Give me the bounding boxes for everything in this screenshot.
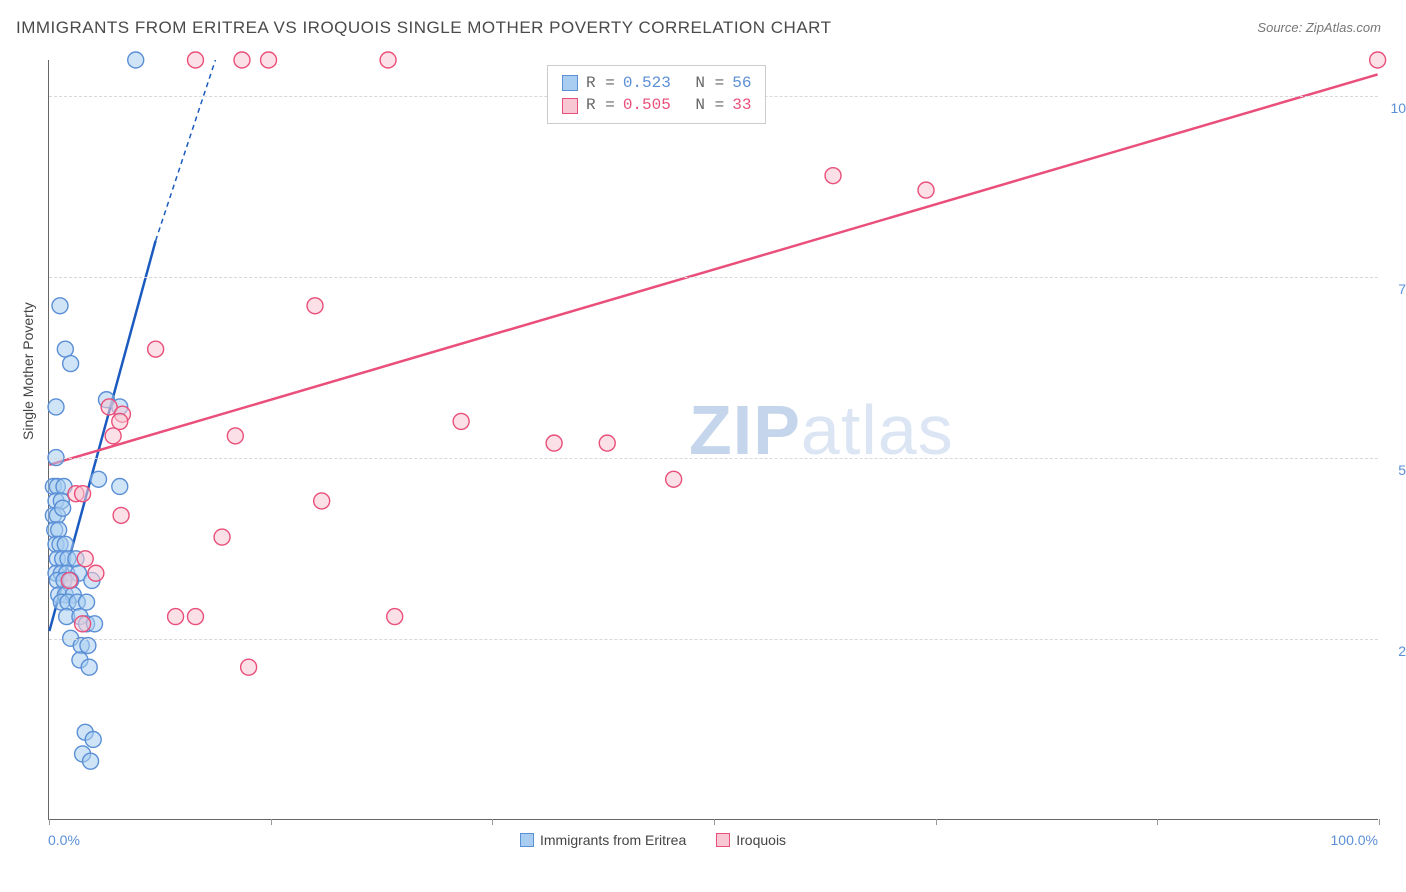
legend-swatch [716, 833, 730, 847]
data-point[interactable] [105, 428, 121, 444]
data-point[interactable] [88, 565, 104, 581]
data-point[interactable] [227, 428, 243, 444]
data-point[interactable] [187, 609, 203, 625]
stats-r-value: 0.523 [623, 72, 678, 94]
data-point[interactable] [91, 471, 107, 487]
x-minor-tick [492, 819, 493, 825]
x-minor-tick [1157, 819, 1158, 825]
data-point[interactable] [387, 609, 403, 625]
stats-row: R = 0.523 N = 56 [562, 72, 751, 94]
data-point[interactable] [380, 52, 396, 68]
data-point[interactable] [112, 413, 128, 429]
stats-box: R = 0.523 N = 56 R = 0.505 N = 33 [547, 65, 766, 124]
data-point[interactable] [52, 298, 68, 314]
gridline [49, 639, 1378, 640]
data-point[interactable] [61, 572, 77, 588]
gridline [49, 458, 1378, 459]
data-point[interactable] [241, 659, 257, 675]
legend-label: Iroquois [736, 832, 786, 848]
y-tick-label: 50.0% [1383, 462, 1406, 478]
data-point[interactable] [214, 529, 230, 545]
trend-line [49, 74, 1377, 464]
data-point[interactable] [666, 471, 682, 487]
x-minor-tick [936, 819, 937, 825]
stats-n-label: N = [686, 94, 724, 116]
data-point[interactable] [599, 435, 615, 451]
data-point[interactable] [148, 341, 164, 357]
data-point[interactable] [128, 52, 144, 68]
data-point[interactable] [63, 356, 79, 372]
x-tick-right: 100.0% [1331, 832, 1378, 848]
data-point[interactable] [79, 594, 95, 610]
chart-title: IMMIGRANTS FROM ERITREA VS IROQUOIS SING… [16, 18, 832, 38]
data-point[interactable] [48, 399, 64, 415]
data-point[interactable] [85, 731, 101, 747]
data-point[interactable] [261, 52, 277, 68]
chart-svg [49, 60, 1378, 819]
y-axis-label: Single Mother Poverty [20, 302, 36, 440]
data-point[interactable] [51, 522, 67, 538]
source-label: Source: [1257, 20, 1302, 35]
legend-item[interactable]: Iroquois [716, 832, 786, 848]
stats-r-label: R = [586, 72, 615, 94]
data-point[interactable] [81, 659, 97, 675]
data-point[interactable] [314, 493, 330, 509]
data-point[interactable] [113, 507, 129, 523]
data-point[interactable] [75, 616, 91, 632]
data-point[interactable] [1370, 52, 1386, 68]
stats-swatch [562, 75, 578, 91]
data-point[interactable] [57, 536, 73, 552]
stats-r-value: 0.505 [623, 94, 678, 116]
gridline [49, 277, 1378, 278]
plot-area: ZIPatlas 25.0%50.0%75.0%100.0% [48, 60, 1378, 820]
legend-swatch [520, 833, 534, 847]
x-tick-left: 0.0% [48, 832, 80, 848]
data-point[interactable] [75, 486, 91, 502]
stats-r-label: R = [586, 94, 615, 116]
x-minor-tick [49, 819, 50, 825]
stats-n-value: 33 [732, 94, 751, 116]
data-point[interactable] [77, 551, 93, 567]
data-point[interactable] [112, 478, 128, 494]
legend-item[interactable]: Immigrants from Eritrea [520, 832, 686, 848]
x-minor-tick [271, 819, 272, 825]
data-point[interactable] [168, 609, 184, 625]
source-link[interactable]: ZipAtlas.com [1306, 20, 1381, 35]
data-point[interactable] [234, 52, 250, 68]
data-point[interactable] [57, 341, 73, 357]
stats-n-value: 56 [732, 72, 751, 94]
source-attribution: Source: ZipAtlas.com [1257, 20, 1381, 35]
y-tick-label: 25.0% [1383, 643, 1406, 659]
data-point[interactable] [918, 182, 934, 198]
data-point[interactable] [187, 52, 203, 68]
data-point[interactable] [55, 500, 71, 516]
bottom-legend: Immigrants from Eritrea Iroquois [520, 832, 786, 848]
stats-row: R = 0.505 N = 33 [562, 94, 751, 116]
legend-label: Immigrants from Eritrea [540, 832, 686, 848]
y-tick-label: 100.0% [1383, 100, 1406, 116]
x-minor-tick [714, 819, 715, 825]
data-point[interactable] [307, 298, 323, 314]
data-point[interactable] [453, 413, 469, 429]
stats-swatch [562, 98, 578, 114]
stats-n-label: N = [686, 72, 724, 94]
data-point[interactable] [825, 168, 841, 184]
trend-line-dashed [156, 60, 216, 241]
data-point[interactable] [83, 753, 99, 769]
y-tick-label: 75.0% [1383, 281, 1406, 297]
x-minor-tick [1379, 819, 1380, 825]
data-point[interactable] [546, 435, 562, 451]
